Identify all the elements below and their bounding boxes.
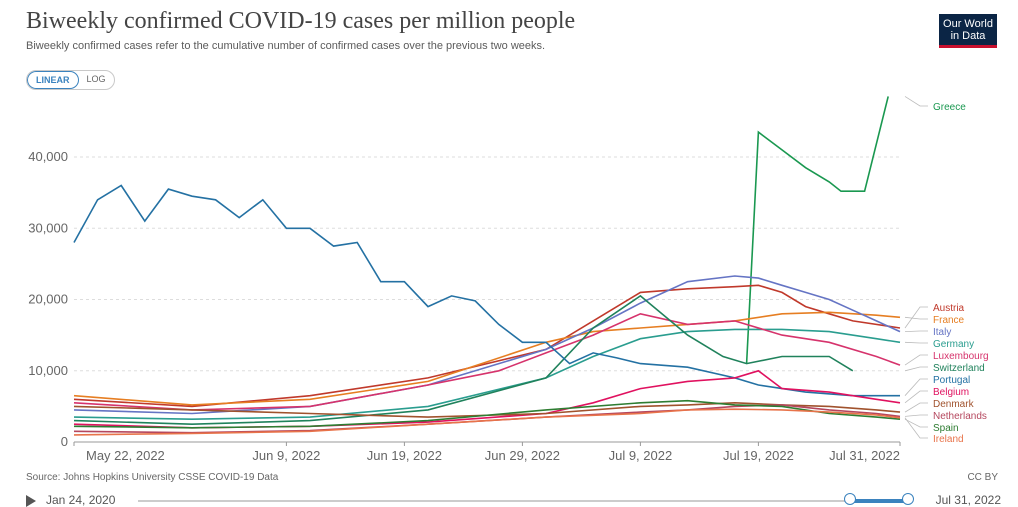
legend-connector [904,390,928,404]
timeline[interactable]: Jan 24, 2020 Jul 31, 2022 [26,493,1001,507]
y-tick-label: 10,000 [28,363,68,378]
series-line-ireland[interactable] [73,408,901,436]
legend-label-greece[interactable]: Greece [933,102,966,113]
legend-connector [904,418,928,428]
legend-label-netherlands[interactable]: Netherlands [933,411,987,422]
chart-subtitle: Biweekly confirmed cases refer to the cu… [26,40,546,52]
legend-connector [904,341,928,344]
y-tick-label: 40,000 [28,149,68,164]
series-line-greece[interactable] [745,96,889,364]
timeline-start-handle[interactable] [844,493,856,505]
legend-label-ireland[interactable]: Ireland [933,434,964,445]
legend-connector [904,316,928,320]
license-link[interactable]: CC BY [967,472,998,483]
series-line-luxembourg[interactable] [73,312,901,411]
legend-label-luxembourg[interactable]: Luxembourg [933,351,989,362]
series-line-denmark[interactable] [73,401,901,418]
legend-label-italy[interactable]: Italy [933,327,951,338]
series-line-germany[interactable] [73,328,901,421]
legend-connector [904,378,928,396]
x-tick-label: Jun 29, 2022 [485,448,560,463]
legend-label-denmark[interactable]: Denmark [933,399,975,410]
timeline-end-handle[interactable] [902,493,914,505]
owid-logo[interactable]: Our World in Data [939,14,997,48]
legend-connector [904,417,928,439]
x-tick-label: Jul 9, 2022 [609,448,673,463]
legend-connector [904,306,928,329]
chart-title: Biweekly confirmed COVID-19 cases per mi… [26,8,576,34]
legend-connector [904,414,928,417]
timeline-start-label: Jan 24, 2020 [46,493,116,507]
x-tick-label: May 22, 2022 [86,448,165,463]
series-line-switzerland[interactable] [73,294,854,426]
legend-label-austria[interactable]: Austria [933,303,965,314]
y-tick-label: 0 [61,434,68,449]
legend-connector [904,330,928,332]
linear-scale-button[interactable]: LINEAR [27,71,79,89]
log-scale-button[interactable]: LOG [86,74,106,84]
x-tick-label: Jun 19, 2022 [367,448,442,463]
timeline-end-label: Jul 31, 2022 [935,493,1001,507]
legend-connector [904,366,928,372]
series-line-portugal[interactable] [73,184,900,397]
scale-toggle[interactable]: LINEAR LOG [26,70,115,90]
series-line-austria[interactable] [73,284,901,408]
play-icon[interactable] [26,495,36,507]
y-tick-label: 30,000 [28,220,68,235]
series-line-france[interactable] [73,311,901,406]
legend-connector [904,96,928,107]
legend-label-switzerland[interactable]: Switzerland [933,363,985,374]
legend-label-france[interactable]: France [933,315,965,326]
x-tick-label: Jul 31, 2022 [829,448,900,463]
legend-label-spain[interactable]: Spain [933,423,959,434]
legend-connector [904,402,928,413]
series-line-spain[interactable] [73,399,901,429]
timeline-track[interactable] [138,500,908,502]
legend-connector [904,354,928,366]
legend-label-portugal[interactable]: Portugal [933,375,970,386]
source-note: Source: Johns Hopkins University CSSE CO… [26,472,279,483]
legend-label-belgium[interactable]: Belgium [933,387,969,398]
x-tick-label: Jul 19, 2022 [723,448,794,463]
timeline-selection [850,499,908,503]
y-tick-label: 20,000 [28,292,68,307]
x-tick-label: Jun 9, 2022 [252,448,320,463]
legend-label-germany[interactable]: Germany [933,339,974,350]
line-chart: 0 10,000 20,000 30,000 40,000 May 22, 2022 Jun… [28,96,989,463]
